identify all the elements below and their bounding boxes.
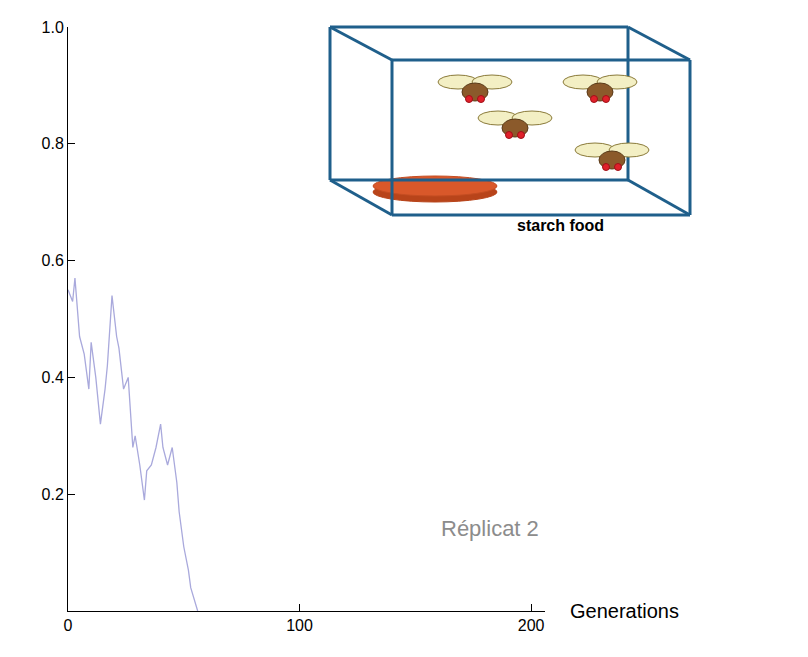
svg-text:0: 0 xyxy=(64,617,73,634)
svg-text:starch food: starch food xyxy=(517,217,604,234)
svg-text:0.6: 0.6 xyxy=(42,252,64,269)
svg-text:1.0: 1.0 xyxy=(42,19,64,36)
svg-text:Generations: Generations xyxy=(570,600,679,622)
svg-text:200: 200 xyxy=(518,617,545,634)
svg-text:100: 100 xyxy=(286,617,313,634)
svg-text:Réplicat 2: Réplicat 2 xyxy=(441,516,539,541)
svg-text:0.4: 0.4 xyxy=(42,369,64,386)
svg-text:0.8: 0.8 xyxy=(42,135,64,152)
svg-text:0.2: 0.2 xyxy=(42,486,64,503)
